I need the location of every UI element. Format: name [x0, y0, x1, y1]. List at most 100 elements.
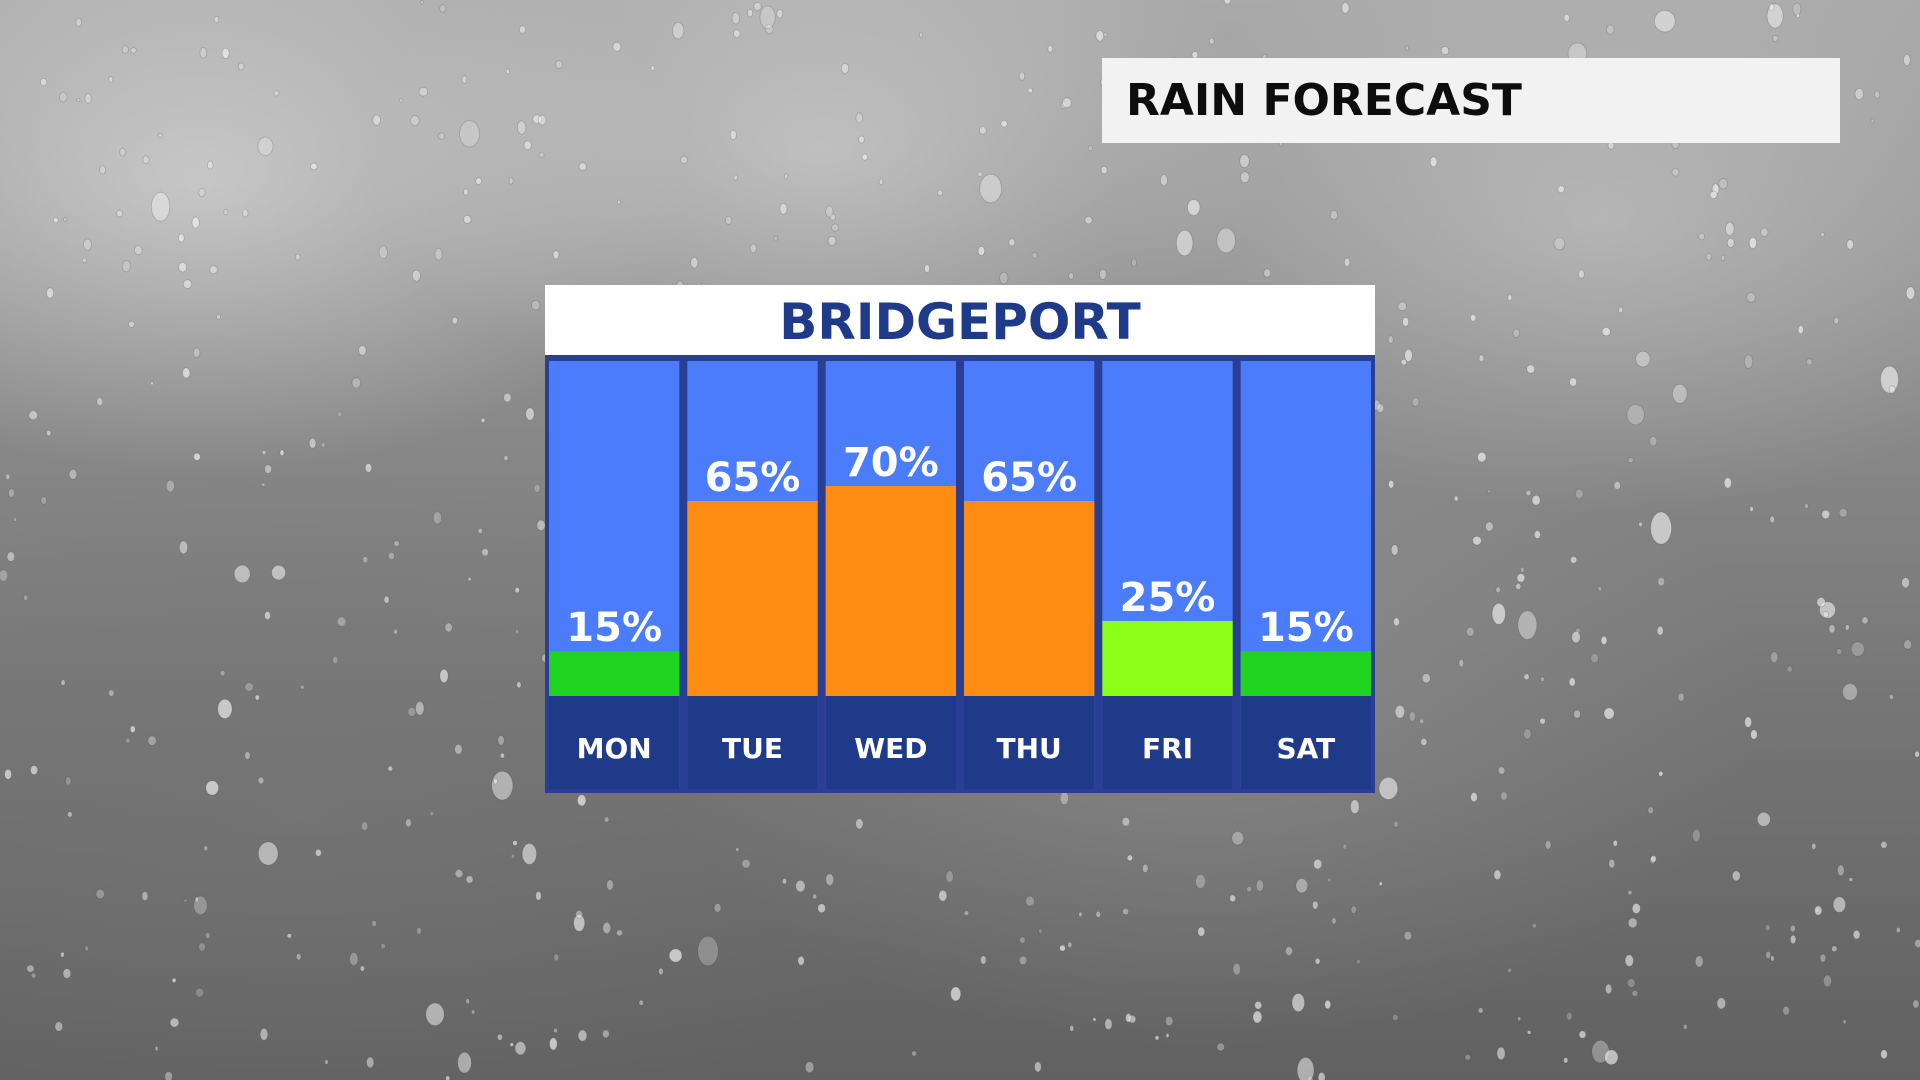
raindrop	[1477, 451, 1487, 463]
raindrop	[461, 75, 468, 84]
raindrop	[795, 879, 806, 893]
raindrop	[577, 794, 587, 807]
day-label-sat: SAT	[1276, 732, 1335, 765]
raindrop	[1392, 1014, 1399, 1022]
raindrop	[749, 243, 757, 254]
raindrop	[125, 737, 131, 744]
raindrop	[418, 86, 429, 97]
raindrop	[332, 655, 339, 665]
raindrop	[444, 622, 453, 633]
raindrop	[203, 845, 208, 852]
raindrop	[603, 816, 610, 823]
day-band-tue	[687, 696, 818, 789]
raindrop	[690, 256, 699, 269]
raindrop	[129, 725, 136, 734]
raindrop	[254, 694, 260, 701]
raindrop	[1566, 1012, 1573, 1021]
raindrop	[1846, 239, 1854, 250]
raindrop	[1748, 236, 1758, 249]
raindrop	[237, 62, 245, 71]
day-label-wed: WED	[854, 732, 927, 765]
raindrop	[1421, 673, 1431, 684]
raindrop	[505, 68, 510, 75]
raindrop	[999, 271, 1009, 285]
raindrop	[1429, 156, 1438, 168]
raindrop	[510, 853, 516, 859]
raindrop	[1789, 934, 1797, 945]
raindrop	[840, 62, 850, 74]
raindrop	[680, 155, 688, 164]
raindrop	[1770, 651, 1779, 664]
raindrop	[1804, 503, 1809, 509]
raindrop	[1649, 435, 1658, 447]
raindrop	[60, 679, 66, 686]
raindrop	[1246, 885, 1252, 893]
raindrop	[1378, 776, 1399, 800]
raindrop	[1816, 597, 1826, 608]
raindrop	[1624, 954, 1634, 967]
raindrop	[209, 265, 218, 275]
raindrop	[1568, 677, 1576, 687]
raindrop	[1725, 221, 1735, 236]
raindrop	[1903, 54, 1911, 66]
raindrop	[1650, 855, 1657, 863]
raindrop	[797, 955, 805, 966]
raindrop	[419, 0, 424, 5]
raindrop	[463, 214, 472, 224]
raindrop	[65, 776, 72, 786]
raindrop	[359, 965, 365, 972]
raindrop	[1453, 495, 1459, 502]
raindrop	[977, 171, 983, 177]
raindrop	[1677, 692, 1685, 702]
raindrop	[1393, 820, 1399, 828]
day-band-wed	[825, 696, 956, 789]
raindrop	[1255, 879, 1265, 892]
raindrop	[261, 450, 267, 455]
raindrop	[1104, 1018, 1113, 1031]
raindrop	[1231, 830, 1244, 846]
raindrop	[308, 437, 317, 449]
raindrop	[1317, 1072, 1326, 1080]
raindrop	[191, 216, 200, 229]
raindrop	[812, 893, 818, 900]
raindrop	[358, 345, 367, 356]
raindrop	[1496, 1046, 1506, 1061]
header-title: RAIN FORECAST	[1126, 75, 1522, 126]
raindrop	[1658, 770, 1664, 777]
raindrop	[741, 859, 751, 869]
day-band-mon	[549, 696, 680, 789]
raindrop	[1216, 227, 1236, 254]
raindrop	[1477, 1007, 1484, 1014]
raindrop	[1295, 878, 1309, 894]
raindrop	[393, 628, 398, 635]
raindrop	[1557, 185, 1565, 194]
raindrop	[1068, 272, 1075, 280]
raindrop	[1912, 999, 1920, 1009]
raindrop	[1889, 694, 1894, 700]
raindrop	[638, 999, 644, 1006]
raindrop	[1914, 939, 1920, 948]
raindrop	[1485, 521, 1494, 532]
raindrop	[1692, 828, 1701, 843]
raindrop	[1716, 997, 1727, 1010]
raindrop	[1603, 707, 1615, 720]
raindrop	[602, 1029, 610, 1039]
raindrop	[451, 316, 458, 325]
raindrop	[259, 1027, 269, 1041]
raindrop	[221, 47, 230, 59]
raindrop	[360, 821, 369, 831]
raindrop	[1709, 190, 1718, 199]
raindrop	[855, 818, 864, 830]
raindrop	[776, 8, 784, 19]
raindrop	[1786, 665, 1793, 673]
raindrop	[1838, 507, 1848, 518]
raindrop	[1405, 45, 1410, 51]
raindrop	[1683, 1024, 1688, 1030]
raindrop	[1378, 881, 1383, 887]
raindrop	[121, 45, 129, 54]
raindrop	[1464, 1054, 1471, 1061]
raindrop	[980, 955, 987, 965]
raindrop	[134, 245, 143, 256]
raindrop	[1018, 955, 1028, 966]
raindrop	[295, 953, 302, 961]
